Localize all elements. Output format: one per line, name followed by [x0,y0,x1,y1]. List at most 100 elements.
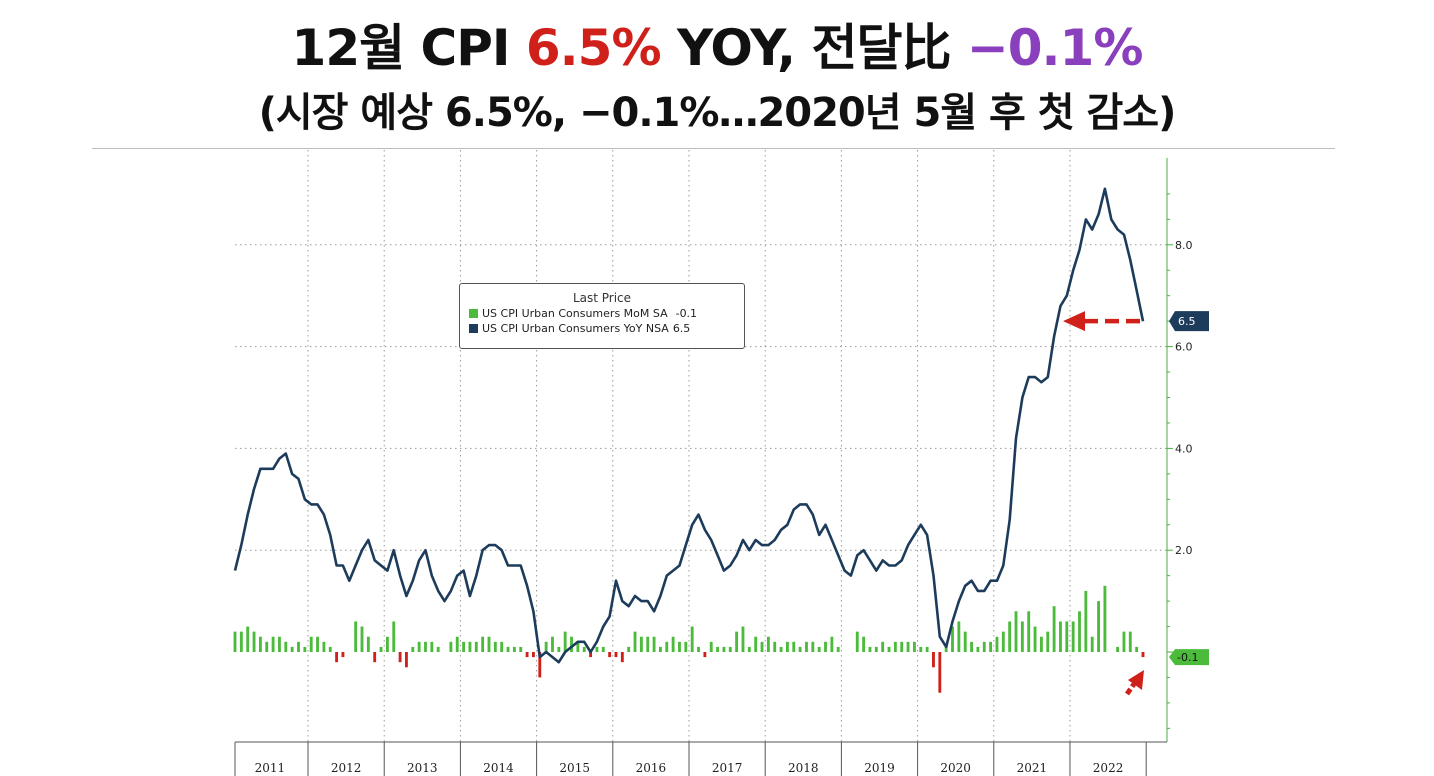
mom-bar [976,646,980,652]
header-divider [92,148,1335,149]
mom-bar [665,641,669,652]
mom-bar [919,646,923,652]
mom-bar [938,652,942,693]
mom-bar [709,641,713,652]
legend-label-mom: US CPI Urban Consumers MoM SA [482,307,668,320]
page-title: 12월 CPI 6.5% YOY, 전달比 −0.1% [0,8,1434,80]
mom-bar [500,641,504,652]
mom-bar [258,636,262,652]
mom-bar [493,641,497,652]
mom-bar [779,646,783,652]
mom-bar [951,626,954,652]
red-small-arrow [1124,682,1137,696]
mom-bar [481,636,485,652]
mom-bar [1084,590,1088,652]
yoy-last-badge-label: 6.5 [1178,315,1196,328]
y-tick-label: 8.0 [1175,239,1193,252]
mom-bar [900,641,904,652]
mom-bar [341,652,345,658]
mom-bar [1103,585,1107,652]
mom-bar [646,636,650,652]
mom-bar [1065,621,1069,652]
mom-bar [716,646,720,652]
mom-bar [570,636,573,652]
red-small-arrow-head [1128,670,1144,690]
mom-bar [658,646,662,652]
legend-swatch-mom [469,309,478,318]
mom-bar [925,646,929,652]
mom-bar [265,641,269,652]
mom-bar [335,652,339,663]
yoy-last-badge [1169,311,1209,332]
mom-bar [424,641,427,652]
mom-bar [297,641,300,652]
mom-bar [455,636,459,652]
mom-bar [512,646,516,652]
red-arrow-head [1063,311,1085,332]
mom-bar [563,631,567,652]
mom-bar [1052,606,1056,652]
mom-bar [995,636,999,652]
mom-bar [316,636,319,652]
mom-bar [576,641,580,652]
mom-bar [963,631,967,652]
mom-bar [773,641,777,652]
mom-bar [1078,611,1081,652]
mom-bar [805,641,808,652]
x-tick-label: 2014 [483,761,514,775]
mom-bar [1059,621,1062,652]
mom-bar [385,636,389,652]
mom-bar [1014,611,1018,652]
mom-bar [271,636,275,652]
mom-bar [589,652,593,658]
mom-bar [1027,611,1031,652]
mom-bar [836,646,840,652]
mom-bar [982,641,986,652]
mom-bar [506,646,510,652]
mom-bar [741,626,745,652]
mom-bar [538,652,542,678]
x-tick-label: 2017 [712,761,743,775]
mom-bar [970,641,973,652]
mom-bar [487,636,491,652]
y-tick-label: 2.0 [1175,544,1193,557]
mom-bar [474,641,478,652]
mom-bar [544,641,548,652]
mom-bar [519,646,523,652]
mom-bar [989,641,993,652]
mom-bar [449,641,453,652]
mom-bar [239,631,243,652]
mom-bar [551,636,554,652]
title-middle: YOY, 전달比 [660,19,967,77]
mom-bar [462,641,466,652]
mom-bar [811,641,815,652]
mom-bar [652,636,656,652]
legend-value-mom: -0.1 [675,307,698,320]
mom-bar [944,646,948,652]
mom-bar [747,646,751,652]
legend-swatch-yoy [469,324,478,333]
mom-bar [1001,631,1005,652]
x-tick-label: 2022 [1093,761,1124,775]
mom-bar [1046,631,1050,652]
mom-bar [881,641,885,652]
mom-bar [366,636,370,652]
legend-label-yoy: US CPI Urban Consumers YoY NSA [482,322,669,335]
mom-bar [703,652,707,658]
x-tick-label: 2016 [636,761,667,775]
mom-bar [595,646,599,652]
mom-bar [906,641,910,652]
mom-bar [1039,636,1043,652]
mom-bar [309,636,313,652]
y-tick-label: 6.0 [1175,341,1193,354]
mom-bar [824,641,827,652]
mom-bar [379,646,383,652]
mom-bar [1141,652,1145,658]
mom-bar [862,636,866,652]
mom-bar [671,636,675,652]
mom-bar [608,652,612,658]
mom-bar [760,641,764,652]
mom-bar [957,621,961,652]
page-subtitle: (시장 예상 6.5%, −0.1%…2020년 5월 후 첫 감소) [258,90,1177,136]
mom-bar [728,646,732,652]
